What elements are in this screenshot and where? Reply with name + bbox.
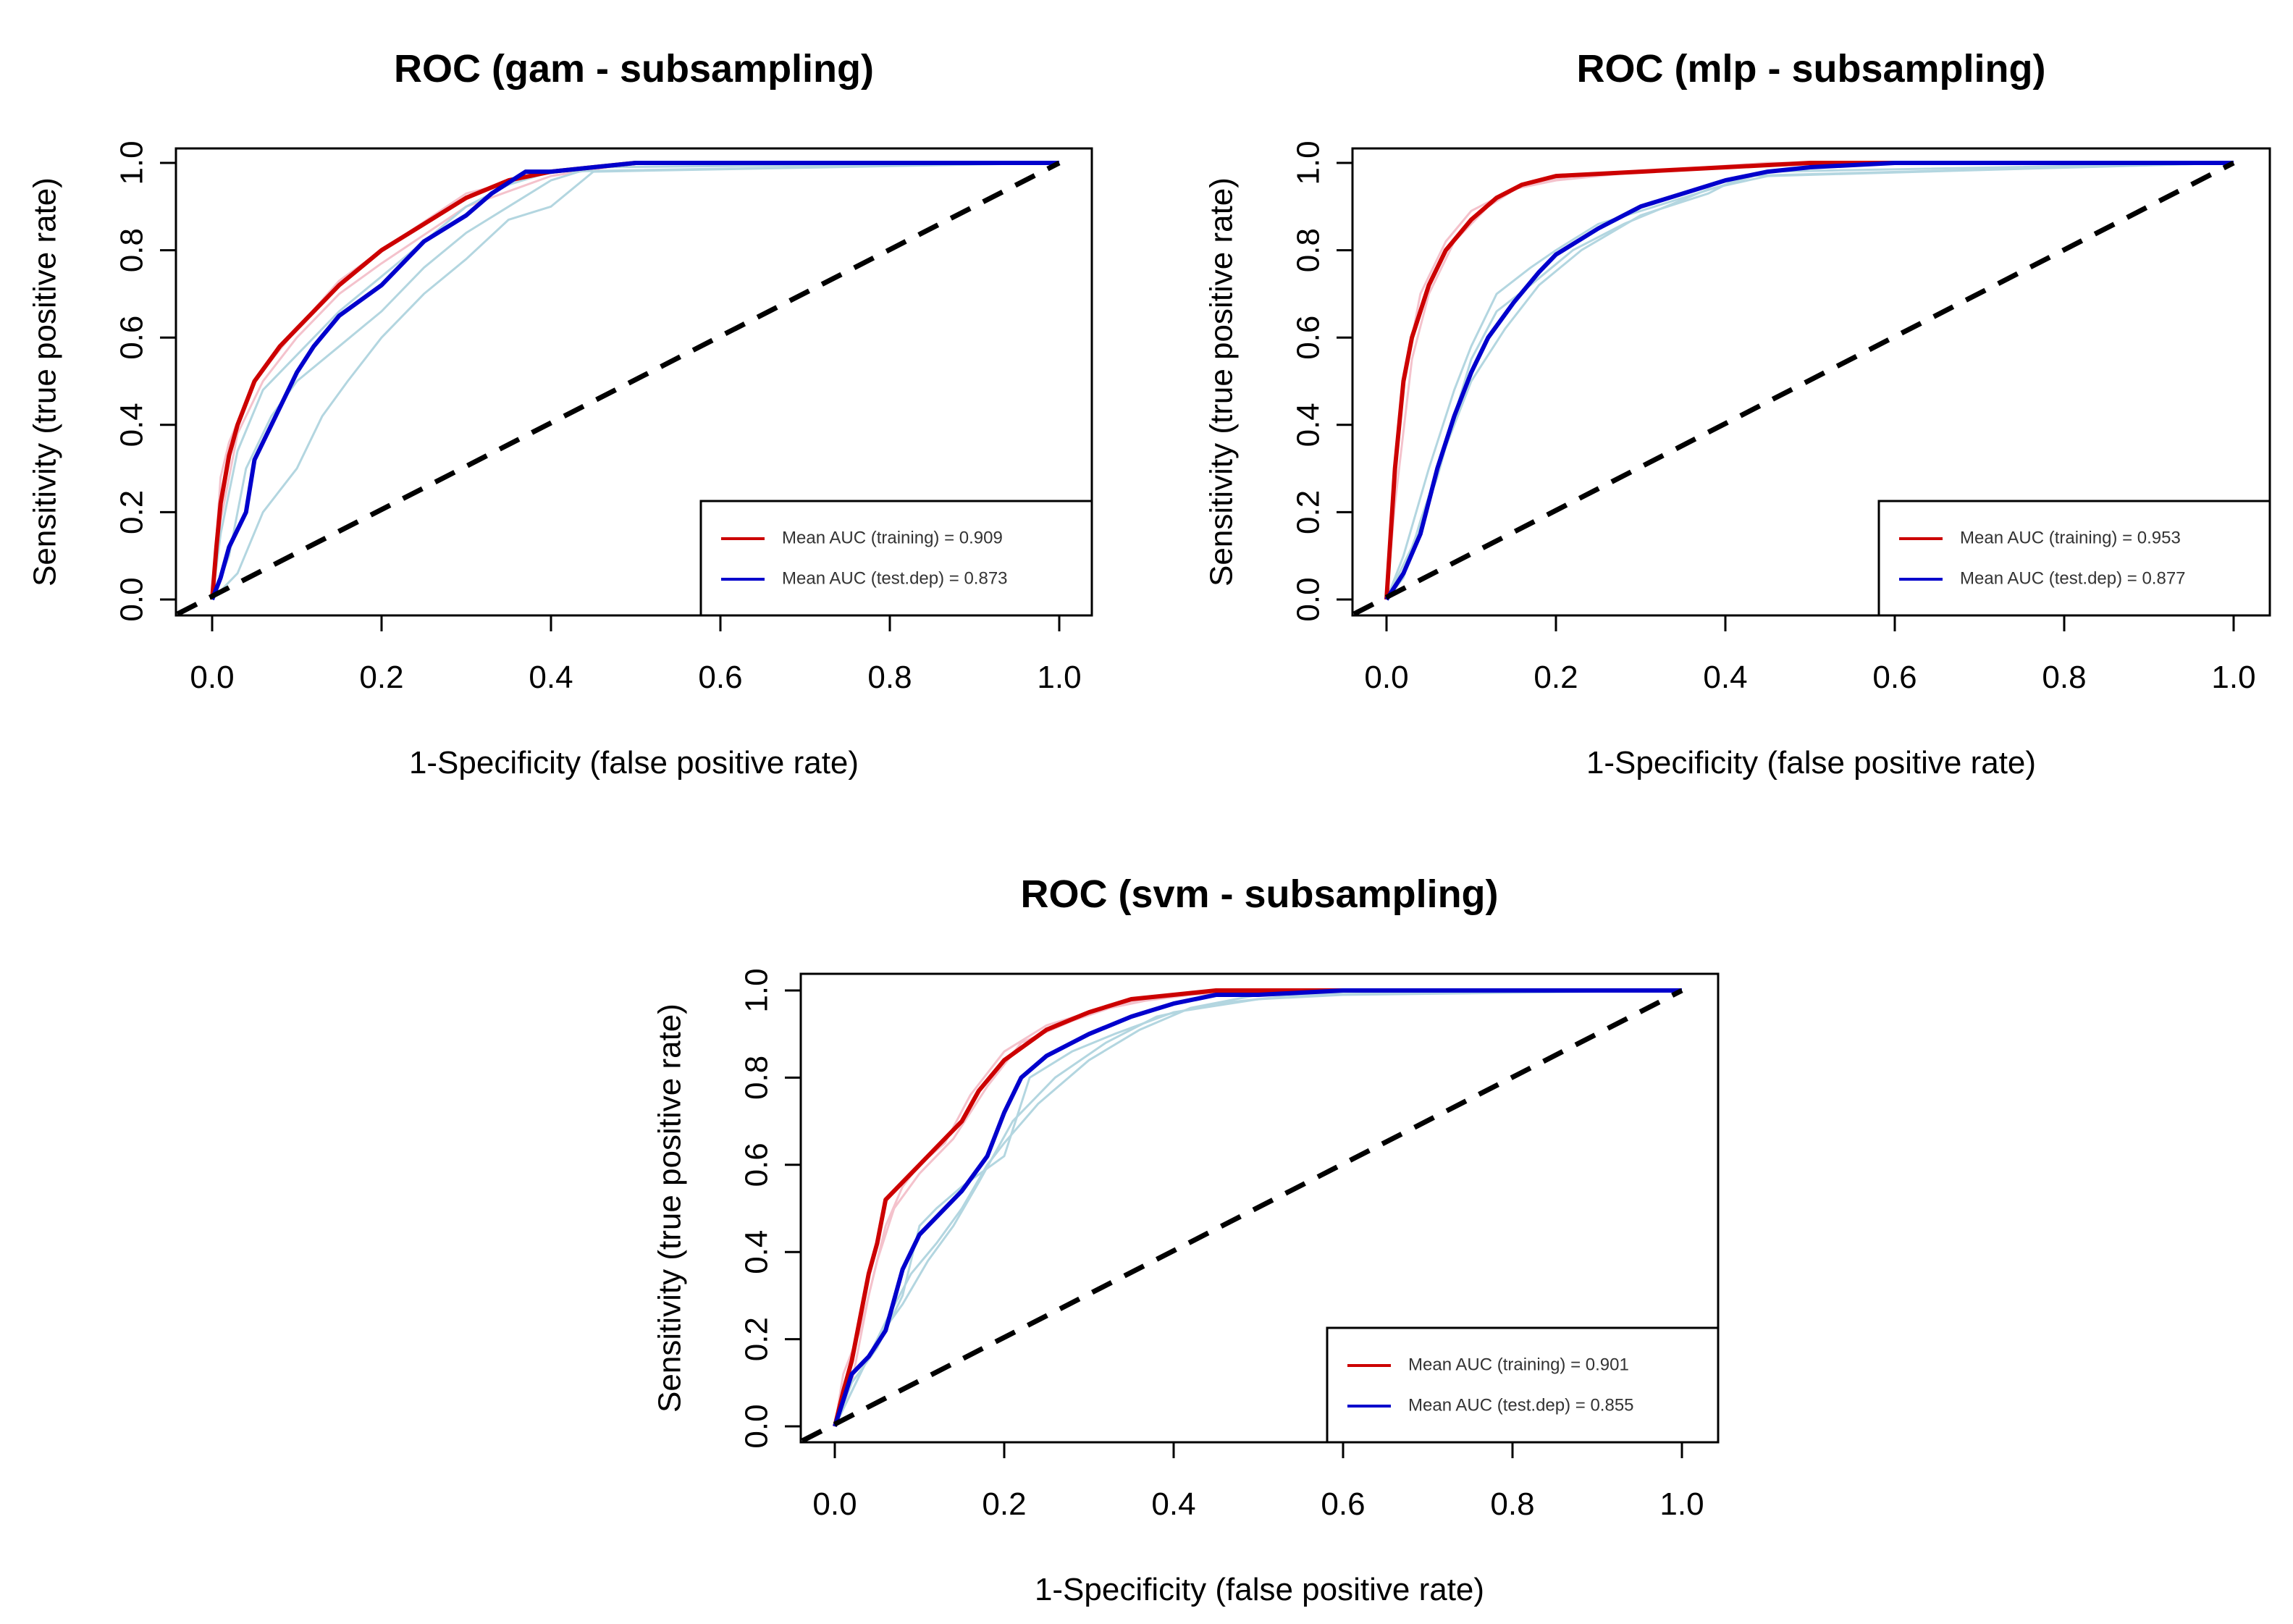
y-tick-label: 1.0 [739,968,775,1012]
y-tick-label: 0.0 [739,1404,775,1448]
legend: Mean AUC (training) = 0.901 Mean AUC (tes… [1326,1326,1720,1444]
x-tick-label: 1.0 [1659,1486,1704,1522]
x-tick-label: 0.0 [190,660,234,695]
y-tick-label: 0.4 [739,1230,775,1274]
legend-box [699,500,1093,617]
chart-title: ROC (svm - subsampling) [1020,872,1498,916]
series-line-test-mean [833,988,1682,1427]
x-tick-label: 0.2 [359,660,403,695]
legend-box [1877,500,2271,617]
legend-box [1326,1326,1720,1444]
y-tick-label: 0.8 [1291,228,1326,272]
y-tick-label: 0.4 [114,403,150,447]
x-tick-label: 1.0 [2211,660,2255,695]
x-tick-label: 0.8 [2042,660,2086,695]
y-axis-label: Sensitivity (true positive rate) [1204,177,1240,586]
y-tick-label: 0.2 [1291,490,1326,534]
chart-title: ROC (gam - subsampling) [394,47,874,91]
diagonal-reference-line [801,988,1683,1444]
x-tick-label: 0.6 [1321,1486,1365,1522]
y-tick-label: 0.2 [739,1317,775,1361]
y-axis-label: Sensitivity (true positive rate) [652,1004,688,1413]
chart-panel-2: ROC (mlp - subsampling) 0.0 0.2 0.4 0.6 0.8 1.… [1204,47,2271,781]
legend-label: Mean AUC (training) = 0.901 [1408,1355,1629,1374]
series-line-test-run [211,161,1060,600]
x-tick-label: 0.0 [1364,660,1408,695]
series-line-test-run [211,161,1060,600]
legend: Mean AUC (training) = 0.953 Mean AUC (tes… [1877,500,2271,617]
y-tick-label: 0.0 [1291,577,1326,621]
series-line-training-mean [833,988,1682,1427]
legend-label: Mean AUC (training) = 0.909 [782,528,1003,547]
series-line-test-mean [1384,161,2234,601]
x-axis-label: 1-Specificity (false positive rate) [409,745,859,781]
series-line-training-mean [1384,161,2234,600]
y-tick-label: 1.0 [114,140,150,185]
legend-label: Mean AUC (test.dep) = 0.873 [782,568,1008,588]
diagonal-reference-line [176,160,1061,617]
x-tick-label: 0.8 [867,660,912,695]
series-line-test-mean [210,161,1059,601]
y-tick-label: 1.0 [1291,140,1326,185]
x-tick-label: 0.4 [1703,660,1747,695]
y-tick-label: 0.6 [114,316,150,360]
y-tick-label: 0.8 [739,1056,775,1100]
x-axis-label: 1-Specificity (false positive rate) [1035,1572,1484,1607]
chart-title: ROC (mlp - subsampling) [1577,47,2046,91]
y-tick-label: 0.0 [114,577,150,621]
legend: Mean AUC (training) = 0.909 Mean AUC (tes… [699,500,1093,617]
series-line-test-run [1385,161,2234,600]
y-tick-label: 0.6 [1291,316,1326,360]
x-axis-label: 1-Specificity (false positive rate) [1586,745,2036,781]
x-tick-label: 0.2 [1533,660,1578,695]
y-tick-label: 0.4 [1291,403,1326,447]
y-tick-label: 0.6 [739,1143,775,1187]
x-tick-label: 0.2 [982,1486,1026,1522]
x-tick-label: 1.0 [1037,660,1081,695]
chart-panel-1: ROC (gam - subsampling) 0.0 0.2 0.4 0.6 0.8 1.… [28,47,1093,781]
y-axis-label: Sensitivity (true positive rate) [28,177,63,586]
legend-label: Mean AUC (test.dep) = 0.877 [1960,568,2186,588]
x-tick-label: 0.4 [529,660,573,695]
legend-label: Mean AUC (test.dep) = 0.855 [1408,1395,1634,1415]
x-tick-label: 0.6 [1872,660,1917,695]
x-tick-label: 0.4 [1151,1486,1195,1522]
y-tick-label: 0.2 [114,490,150,534]
series-line-test-run [211,161,1060,601]
chart-panel-3: ROC (svm - subsampling) 0.0 0.2 0.4 0.6 0.8 1.… [652,872,1720,1607]
legend-label: Mean AUC (training) = 0.953 [1960,528,2181,547]
x-tick-label: 0.6 [698,660,742,695]
diagonal-reference-line [1352,160,2235,617]
x-tick-label: 0.0 [812,1486,857,1522]
y-tick-label: 0.8 [114,228,150,272]
x-tick-label: 0.8 [1490,1486,1534,1522]
